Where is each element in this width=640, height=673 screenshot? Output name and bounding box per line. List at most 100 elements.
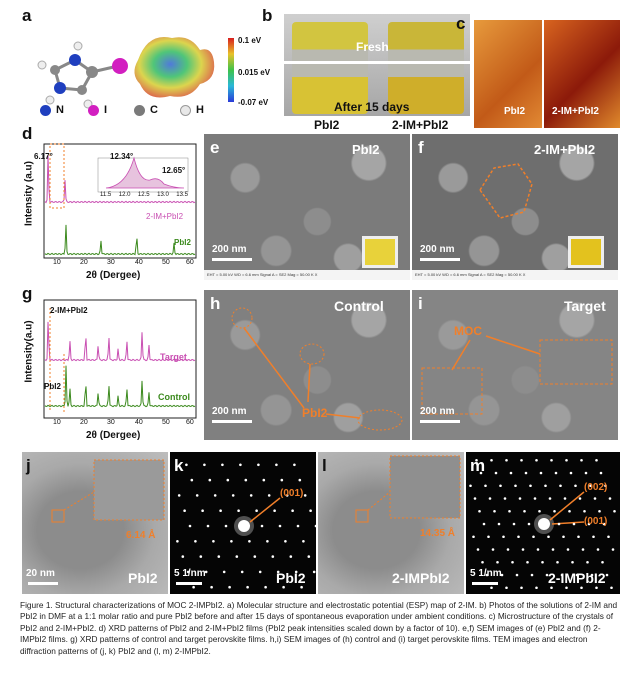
f-scalebar [420, 258, 460, 261]
diffraction-spot [237, 509, 240, 512]
d-xtick-label: 60 [186, 259, 194, 266]
panel-label-f: f [418, 138, 424, 157]
diffraction-spot [518, 497, 522, 500]
diffraction-spot [293, 463, 296, 467]
diffraction-spot [535, 586, 538, 590]
diffraction-spot [514, 484, 517, 488]
i-title: Target [564, 298, 606, 314]
diffraction-spot [515, 573, 519, 577]
diffraction-spot [523, 509, 526, 513]
diffraction-spot [565, 586, 568, 590]
diffraction-spot [596, 548, 600, 551]
diffraction-spot [228, 585, 231, 589]
d-xtick-label: 30 [107, 259, 115, 266]
label-fresh: Fresh [356, 40, 389, 54]
diffraction-spot [185, 463, 188, 467]
diffraction-spot [479, 471, 483, 475]
legend-i-label: I [104, 104, 108, 116]
j-title: PbI2 [128, 570, 158, 586]
diffraction-spot [253, 555, 257, 558]
diffraction-spot [217, 555, 221, 558]
d-xtick-label: 40 [135, 259, 143, 266]
diffraction-spot [563, 497, 567, 500]
g-xtick-label: 30 [107, 419, 115, 426]
esp-scale-max: 0.1 eV [238, 36, 262, 45]
diffraction-spot [309, 509, 312, 512]
diffraction-spot [240, 570, 244, 574]
diffraction-spot [300, 585, 303, 589]
diffraction-spot [520, 586, 523, 590]
diffraction-spot [284, 540, 287, 543]
f-title: 2-IM+PbI2 [534, 142, 596, 157]
diffraction-spot [604, 484, 607, 488]
diffraction-spot [568, 509, 571, 513]
panel-m-diffraction: m (002) (001) 5 1/nm 2-IMPbI2 [466, 452, 620, 594]
legend-h-label: H [196, 104, 204, 116]
diffraction-spot [550, 458, 553, 462]
legend-n-icon [40, 105, 51, 116]
diffraction-spot [230, 540, 233, 543]
diffraction-spot [535, 458, 538, 462]
diffraction-spot [203, 463, 206, 467]
diffraction-spot [285, 494, 289, 497]
diffraction-spot [556, 560, 559, 564]
diffraction-spot [575, 573, 579, 577]
diffraction-spot [580, 458, 583, 462]
diffraction-spot [266, 540, 269, 543]
g-xtick-row: 10 20 30 40 50 60 [44, 419, 196, 429]
diffraction-spot [592, 535, 595, 539]
diffraction-spot [222, 570, 226, 574]
diffraction-spot [605, 573, 609, 577]
diffraction-spot [294, 570, 298, 574]
diffraction-spot [599, 471, 603, 475]
diffraction-spot [487, 535, 490, 539]
diffraction-spot [260, 524, 264, 528]
diffraction-spot [224, 524, 228, 528]
k-scalebar [176, 582, 202, 585]
diffraction-spot [475, 458, 478, 462]
diffraction-spot [598, 509, 601, 513]
diffraction-spot [177, 494, 181, 497]
j-ann-label: 6.14 Å [126, 530, 156, 541]
diffraction-spot [485, 573, 489, 577]
panel-label-d: d [22, 124, 33, 143]
i-annotations [421, 335, 613, 415]
m-diffraction-pattern [469, 458, 616, 590]
diffraction-spot [499, 484, 502, 488]
panel-e-sem: e PbI2 200 nm EHT = 5.00 kV WD = 6.6 mm … [204, 134, 410, 280]
d-peak-b: 12.65° [162, 166, 186, 175]
l-title: 2-IMPbI2 [392, 570, 450, 586]
diffraction-spot [194, 540, 197, 543]
diffraction-spot [478, 509, 481, 513]
diffraction-spot [181, 555, 185, 558]
diffraction-spot [590, 573, 594, 577]
diffraction-spot [213, 494, 217, 497]
diffraction-spot [581, 548, 585, 551]
diffraction-spot [190, 478, 194, 482]
h-ann-label: PbI2 [302, 406, 328, 420]
c-right-label: 2-IM+PbI2 [552, 106, 599, 117]
diffraction-spot [212, 540, 215, 543]
diffraction-spot [239, 463, 242, 467]
diffraction-spot [302, 540, 305, 543]
diffraction-spot [562, 535, 565, 539]
diffraction-spot [511, 560, 514, 564]
panel-label-m: m [470, 456, 486, 475]
f-sample-swatch [568, 236, 604, 268]
diffraction-spot [587, 522, 591, 526]
panel-d-xrd: Intensity (a.u) 2θ (Dergee) 6.17° 12.34°… [14, 138, 204, 288]
photo-divider [284, 61, 470, 64]
diffraction-spot [613, 509, 616, 513]
diffraction-spot [572, 522, 576, 526]
diffraction-spot [566, 548, 570, 551]
diffraction-spot [491, 548, 495, 551]
diffraction-spot [503, 497, 507, 500]
diffraction-spot [314, 524, 316, 528]
diffraction-spot [276, 570, 280, 574]
d-inset-tick: 11.5 [100, 192, 112, 198]
diffraction-spot [221, 463, 224, 467]
diffraction-spot [527, 522, 531, 526]
j-scale-label: 20 nm [26, 568, 55, 579]
b-label-right: 2-IM+PbI2 [392, 118, 449, 132]
d-inset-tick: 12.0 [118, 192, 131, 198]
